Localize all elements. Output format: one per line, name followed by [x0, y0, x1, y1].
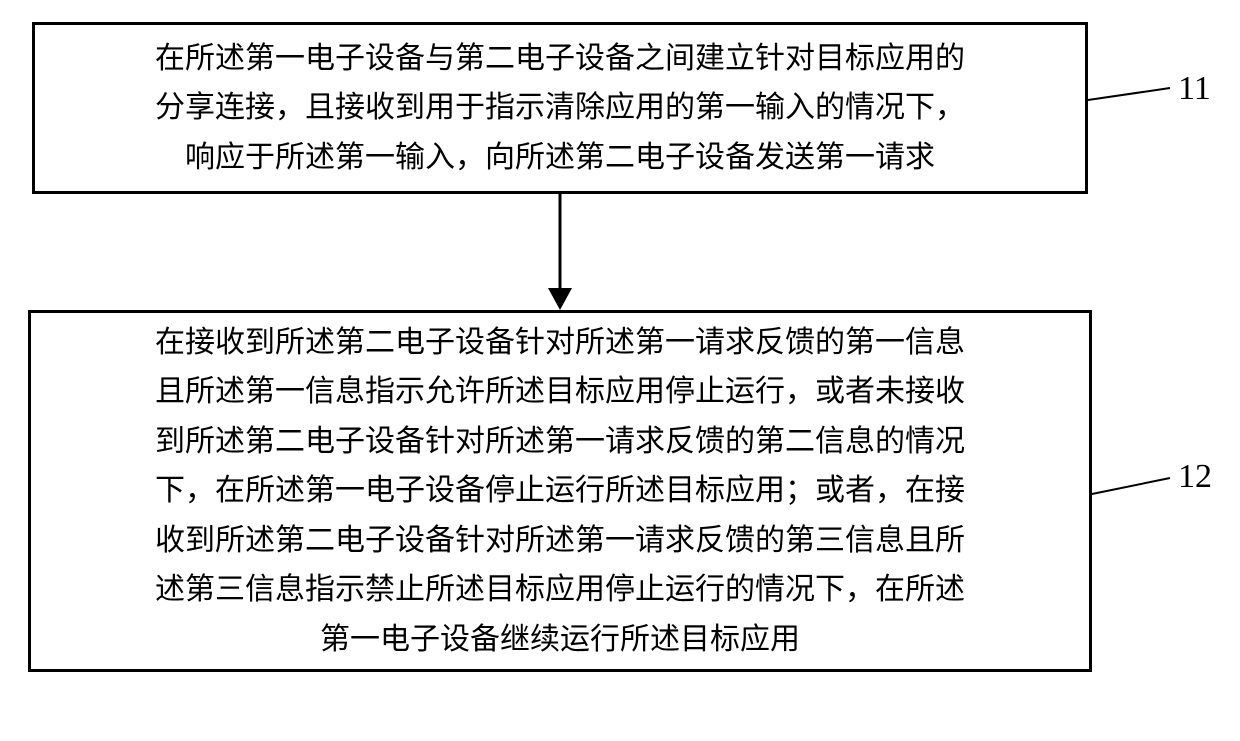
leader-line-12 [0, 0, 1240, 741]
diagram-canvas: 在所述第一电子设备与第二电子设备之间建立针对目标应用的 分享连接，且接收到用于指… [0, 0, 1240, 741]
